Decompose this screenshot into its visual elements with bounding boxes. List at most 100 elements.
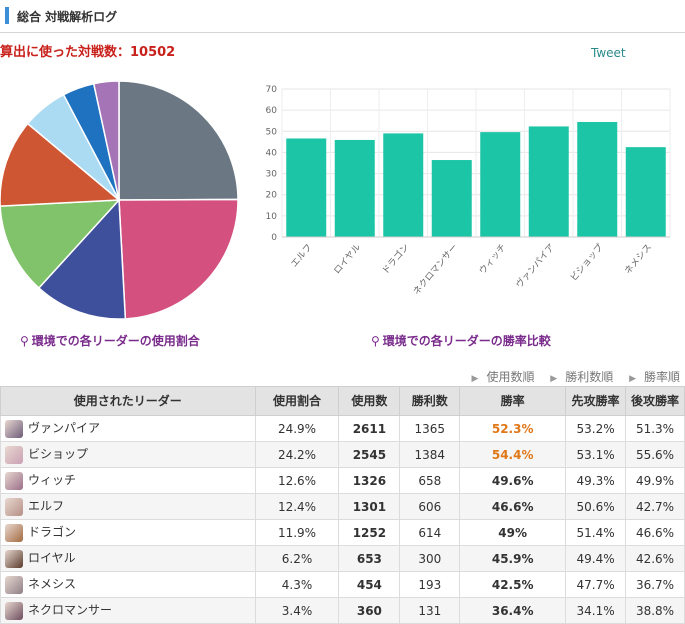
rate-cell: 46.6% <box>459 493 567 520</box>
table-row: エルフ 12.4% 1301 606 46.6% 50.6% 42.7% <box>0 493 685 520</box>
leader-avatar <box>5 445 23 464</box>
leader-stats-table: 使用されたリーダー 使用割合 使用数 勝利数 勝率 先攻勝率 後攻勝率 ヴァンパ… <box>0 386 685 624</box>
pie-caption: ⚲ 環境での各リーダーの使用割合 <box>20 334 200 348</box>
first-rate-cell: 47.7% <box>565 571 627 598</box>
page-title: 総合 対戦解析ログ <box>17 10 118 24</box>
leader-name: ネメシス <box>28 577 77 592</box>
leader-avatar <box>5 549 23 568</box>
sort-by-wins-link[interactable]: ▶ 勝利数順 <box>550 370 614 384</box>
y-tick-label: 70 <box>266 85 278 95</box>
x-tick-label: ネクロマンサー <box>411 242 460 297</box>
leader-cell: ビショップ <box>0 441 256 468</box>
first-rate-cell: 49.4% <box>565 545 627 572</box>
x-tick-label: ウィッチ <box>477 242 509 277</box>
x-tick-label: ビショップ <box>568 242 605 284</box>
leader-name: ドラゴン <box>28 525 77 540</box>
rate-cell: 45.9% <box>459 545 567 572</box>
leader-name: ヴァンパイア <box>28 421 101 436</box>
first-rate-cell: 50.6% <box>565 493 627 520</box>
used-cell: 1326 <box>338 467 401 494</box>
triangle-right-icon: ▶ <box>550 374 558 384</box>
table-row: ネメシス 4.3% 454 193 42.5% 47.7% 36.7% <box>0 571 685 598</box>
share-cell: 12.6% <box>254 467 340 494</box>
col-share: 使用割合 <box>254 386 340 416</box>
table-row: ヴァンパイア 24.9% 2611 1365 52.3% 53.2% 51.3% <box>0 415 685 442</box>
pie-slice <box>0 199 121 290</box>
map-pin-icon: ⚲ <box>371 334 380 348</box>
second-rate-cell: 49.9% <box>625 467 685 494</box>
bar <box>480 132 521 237</box>
first-rate-cell: 51.4% <box>565 519 627 546</box>
x-tick-label: ロイヤル <box>332 243 363 277</box>
y-tick-label: 50 <box>266 127 278 137</box>
share-cell: 12.4% <box>254 493 340 520</box>
used-cell: 454 <box>338 571 401 598</box>
leader-cell: ヴァンパイア <box>0 415 256 442</box>
second-rate-cell: 55.6% <box>625 441 685 468</box>
table-body: ヴァンパイア 24.9% 2611 1365 52.3% 53.2% 51.3% ビショップ 2… <box>0 415 685 624</box>
wins-cell: 300 <box>399 545 461 572</box>
leader-name: エルフ <box>28 499 65 514</box>
map-pin-icon: ⚲ <box>20 334 29 348</box>
used-cell: 2545 <box>338 441 401 468</box>
used-cell: 653 <box>338 545 401 572</box>
second-rate-cell: 51.3% <box>625 415 685 442</box>
rate-cell: 52.3% <box>459 415 567 442</box>
leader-name: ネクロマンサー <box>28 603 113 618</box>
used-cell: 2611 <box>338 415 401 442</box>
leader-avatar <box>5 419 23 438</box>
bar <box>577 121 618 237</box>
rate-cell: 49.6% <box>459 467 567 494</box>
y-tick-label: 40 <box>266 148 278 158</box>
first-rate-cell: 34.1% <box>565 597 627 624</box>
usage-pie-chart <box>0 80 239 320</box>
wins-cell: 131 <box>399 597 461 624</box>
bar <box>334 139 375 237</box>
wins-cell: 193 <box>399 571 461 598</box>
wins-cell: 658 <box>399 467 461 494</box>
second-rate-cell: 42.7% <box>625 493 685 520</box>
leader-name: ウィッチ <box>28 473 77 488</box>
col-first-rate: 先攻勝率 <box>565 386 627 416</box>
sort-by-rate-link[interactable]: ▶ 勝率順 <box>629 370 680 384</box>
page-header: 総合 対戦解析ログ <box>0 0 685 33</box>
tweet-link[interactable]: Tweet <box>591 46 626 60</box>
sort-links: ▶ 使用数順 ▶ 勝利数順 ▶ 勝率順 <box>460 368 680 385</box>
battle-count: 算出に使った対戦数：10502 <box>0 45 176 60</box>
y-tick-label: 60 <box>266 106 278 116</box>
used-cell: 1301 <box>338 493 401 520</box>
pie-slice <box>0 122 121 207</box>
table-row: ロイヤル 6.2% 653 300 45.9% 49.4% 42.6% <box>0 545 685 572</box>
col-second-rate: 後攻勝率 <box>625 386 685 416</box>
table-row: ドラゴン 11.9% 1252 614 49% 51.4% 46.6% <box>0 519 685 546</box>
first-rate-cell: 53.1% <box>565 441 627 468</box>
share-cell: 24.2% <box>254 441 340 468</box>
bar <box>383 133 424 237</box>
leader-avatar <box>5 471 23 490</box>
second-rate-cell: 38.8% <box>625 597 685 624</box>
sort-by-used-link[interactable]: ▶ 使用数順 <box>471 370 535 384</box>
pie-slice <box>118 198 239 320</box>
y-tick-label: 0 <box>271 233 277 243</box>
col-used: 使用数 <box>338 386 401 416</box>
share-cell: 11.9% <box>254 519 340 546</box>
y-tick-label: 10 <box>266 212 278 222</box>
header-accent-bar <box>5 7 9 24</box>
triangle-right-icon: ▶ <box>629 374 636 384</box>
leader-cell: ウィッチ <box>0 467 256 494</box>
leader-cell: ロイヤル <box>0 545 256 572</box>
x-tick-label: ヴァンパイア <box>513 241 557 290</box>
leader-avatar <box>5 601 23 620</box>
used-cell: 1252 <box>338 519 401 546</box>
table-row: ネクロマンサー 3.4% 360 131 36.4% 34.1% 38.8% <box>0 597 685 624</box>
bar <box>286 138 327 237</box>
second-rate-cell: 46.6% <box>625 519 685 546</box>
share-cell: 3.4% <box>254 597 340 624</box>
rate-cell: 42.5% <box>459 571 567 598</box>
rate-cell: 36.4% <box>459 597 567 624</box>
leader-name: ロイヤル <box>28 551 76 566</box>
used-cell: 360 <box>338 597 401 624</box>
bar <box>431 160 472 237</box>
wins-cell: 614 <box>399 519 461 546</box>
table-header-row: 使用されたリーダー 使用割合 使用数 勝利数 勝率 先攻勝率 後攻勝率 <box>0 386 685 416</box>
